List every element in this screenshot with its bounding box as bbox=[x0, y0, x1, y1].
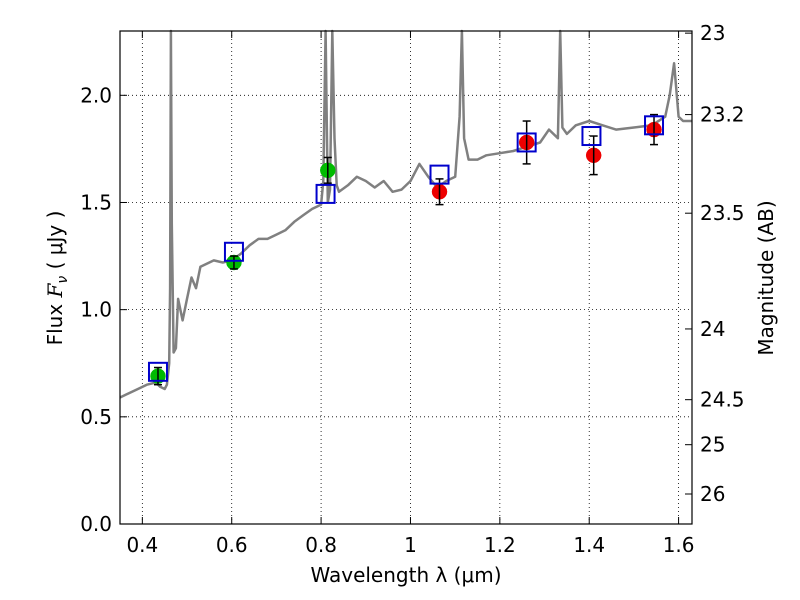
model-spectrum-layer bbox=[119, 29, 692, 399]
x-tick-label: 0.6 bbox=[216, 533, 248, 557]
y-axis-label-subscript: ν bbox=[55, 276, 71, 284]
model-photometry-box bbox=[644, 115, 665, 136]
y-tick-label: 1.5 bbox=[80, 190, 112, 214]
y2-tick-label: 23.2 bbox=[700, 103, 745, 127]
data-points-layer bbox=[147, 113, 665, 386]
y-axis-label-prefix: Flux bbox=[43, 297, 67, 345]
axis-ticks: 0.4 0.6 0.8 1 1.2 1.4 1.6 0.0 0.5 1.0 1.5 2.0 23 23.2… bbox=[80, 21, 744, 557]
x-tick-label: 1.2 bbox=[484, 533, 516, 557]
model-photometry-box bbox=[516, 132, 537, 153]
model-spectrum-line bbox=[119, 29, 692, 399]
x-tick-label: 1.6 bbox=[663, 533, 695, 557]
grid bbox=[120, 31, 692, 525]
x-tick-label: 0.8 bbox=[305, 533, 337, 557]
model-photometry-box bbox=[147, 361, 168, 382]
y-tick-label: 0.5 bbox=[80, 405, 112, 429]
model-photometry-box bbox=[223, 241, 244, 262]
y2-axis-label: Magnitude (AB) bbox=[754, 200, 778, 355]
model-photometry-box bbox=[581, 126, 602, 147]
y2-tick-label: 24.5 bbox=[700, 388, 745, 412]
x-axis-label: Wavelength λ (μm) bbox=[310, 563, 501, 587]
y-tick-label: 1.0 bbox=[80, 298, 112, 322]
y-axis-label: Flux Fν ( μJy ) bbox=[43, 211, 71, 346]
y2-tick-label: 25 bbox=[700, 433, 725, 457]
y-axis-label-suffix: ( μJy ) bbox=[43, 211, 67, 276]
model-photometry-box bbox=[429, 164, 450, 185]
y-tick-label: 0.0 bbox=[80, 512, 112, 536]
x-tick-label: 1.4 bbox=[573, 533, 605, 557]
y2-tick-label: 23.5 bbox=[700, 201, 745, 225]
model-photometry-box bbox=[315, 183, 336, 204]
y-tick-label: 2.0 bbox=[80, 83, 112, 107]
x-tick-label: 0.4 bbox=[126, 533, 158, 557]
y-axis-label-symbol: F bbox=[43, 282, 67, 298]
x-tick-label: 1 bbox=[404, 533, 417, 557]
y2-tick-label: 23 bbox=[700, 21, 725, 45]
plot-frame bbox=[119, 30, 693, 525]
y2-tick-label: 24 bbox=[700, 317, 725, 341]
y2-tick-label: 26 bbox=[700, 482, 725, 506]
